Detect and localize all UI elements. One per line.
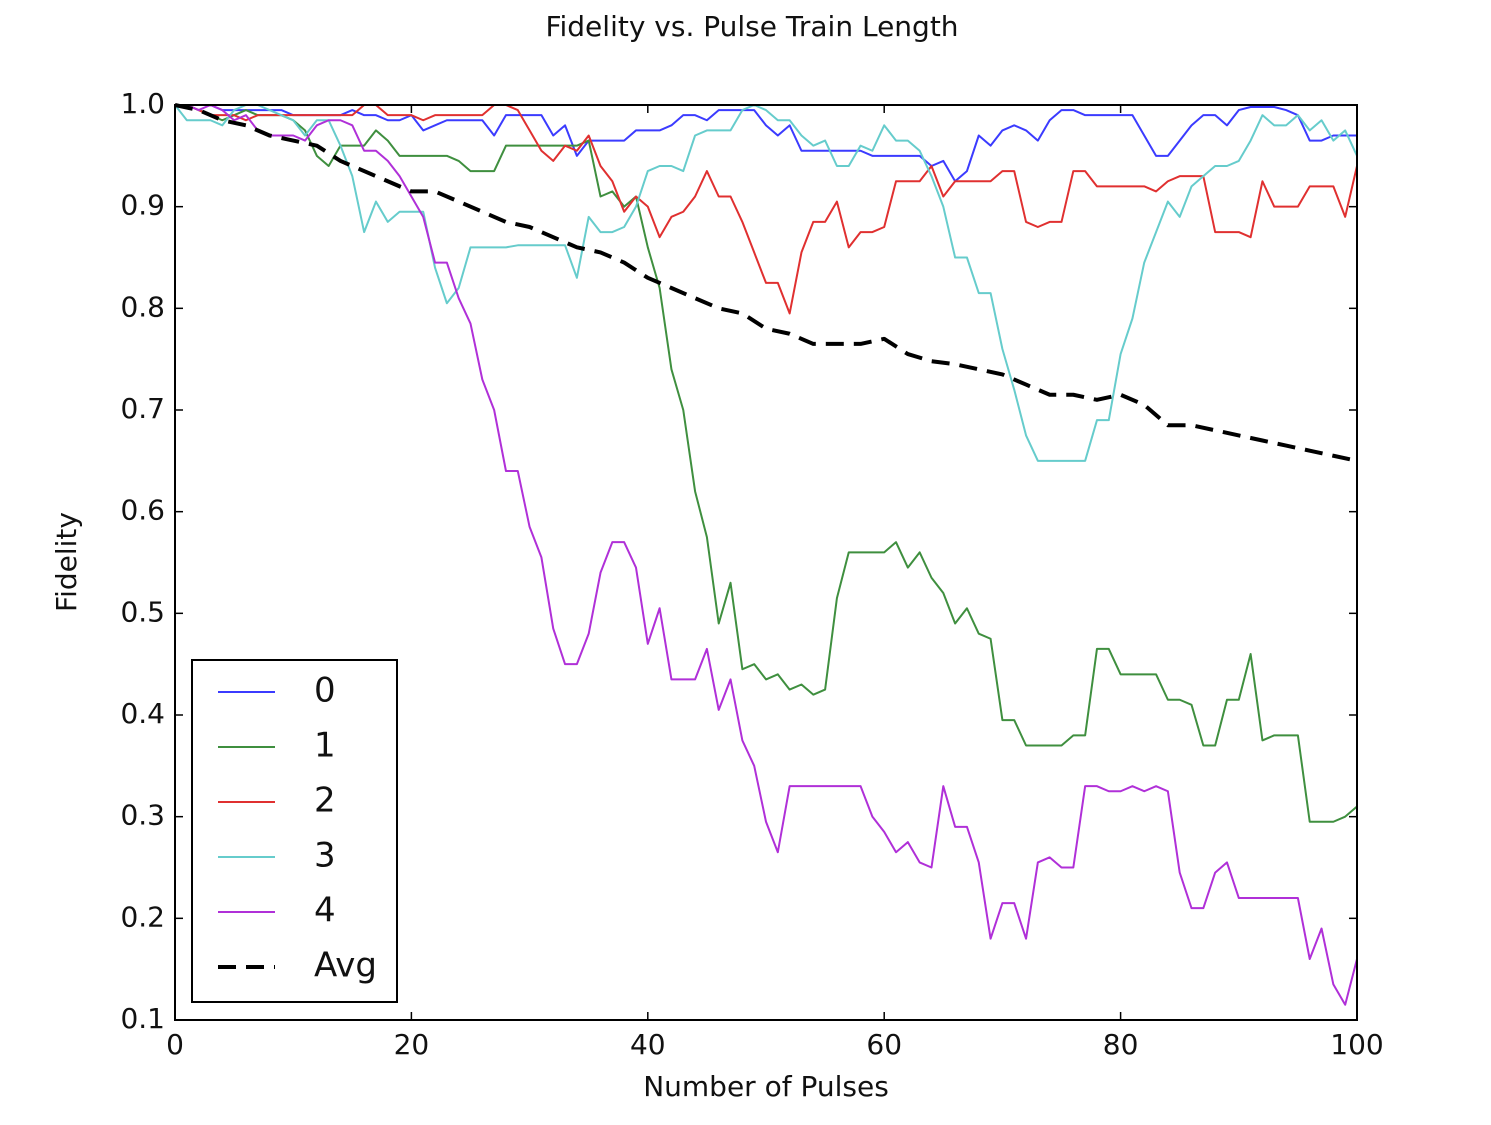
series-line bbox=[175, 104, 1358, 315]
y-tick-label: 0.6 bbox=[120, 494, 165, 527]
x-tick-label: 80 bbox=[1103, 1028, 1139, 1061]
plot-frame bbox=[174, 104, 1358, 1021]
x-tick-label: 0 bbox=[166, 1028, 184, 1061]
y-tick-label: 0.8 bbox=[120, 290, 165, 323]
y-tick-label: 1.0 bbox=[120, 87, 165, 120]
y-tick-label: 0.3 bbox=[120, 799, 165, 832]
legend-label: 2 bbox=[314, 781, 336, 821]
y-tick-label: 0.4 bbox=[120, 697, 165, 730]
y-axis-label: Fidelity bbox=[50, 512, 83, 612]
legend-label: 3 bbox=[314, 836, 336, 876]
series-line bbox=[174, 103, 1358, 463]
x-tick-label: 20 bbox=[394, 1028, 430, 1061]
x-tick-label: 60 bbox=[866, 1028, 902, 1061]
y-tick-label: 0.5 bbox=[120, 595, 165, 628]
y-tick-label: 0.1 bbox=[120, 1002, 165, 1035]
series-line bbox=[175, 104, 1358, 1006]
legend-label: 0 bbox=[314, 671, 336, 711]
series-line bbox=[175, 104, 1358, 823]
legend-box bbox=[191, 659, 398, 1003]
legend-label: 4 bbox=[314, 891, 336, 931]
series-line bbox=[174, 104, 1358, 462]
series-line bbox=[175, 104, 1357, 183]
y-tick-label: 0.9 bbox=[120, 189, 165, 222]
x-axis-label: Number of Pulses bbox=[643, 1070, 889, 1103]
y-tick-label: 0.7 bbox=[120, 392, 165, 425]
legend-label: 1 bbox=[314, 726, 336, 766]
legend-label: Avg bbox=[314, 946, 377, 986]
y-tick-label: 0.2 bbox=[120, 900, 165, 933]
chart-title: Fidelity vs. Pulse Train Length bbox=[545, 10, 958, 43]
x-tick-label: 100 bbox=[1330, 1028, 1383, 1061]
x-tick-label: 40 bbox=[630, 1028, 666, 1061]
